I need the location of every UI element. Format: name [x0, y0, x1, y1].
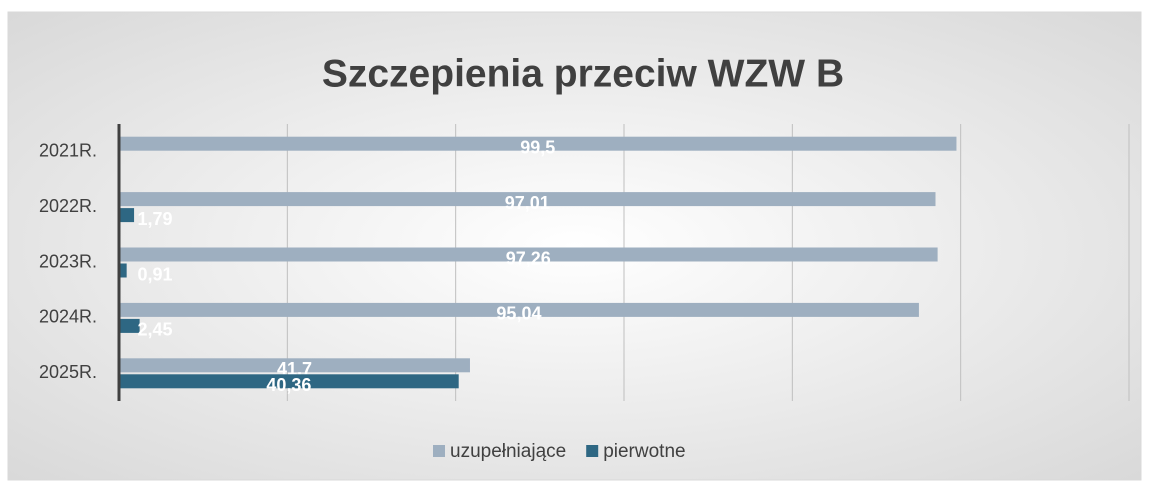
- legend-label: pierwotne: [603, 441, 685, 462]
- bar: [119, 263, 127, 278]
- y-tick-label: 2023R.: [39, 251, 97, 271]
- bar: [119, 358, 470, 373]
- data-label: 1,79: [137, 209, 172, 229]
- bar: [119, 136, 957, 151]
- bar: [119, 208, 135, 223]
- data-label: 99,5: [520, 137, 555, 157]
- y-tick-label: 2024R.: [39, 307, 97, 327]
- legend-label: uzupełniające: [450, 441, 566, 462]
- chart-title: Szczepienia przeciw WZW B: [322, 52, 844, 95]
- chart-area: [7, 11, 1142, 481]
- y-tick-label: 2025R.: [39, 362, 97, 382]
- data-label: 95,04: [496, 304, 541, 324]
- bar: [119, 374, 459, 389]
- bar: [119, 302, 919, 317]
- data-label: 97,01: [505, 193, 550, 213]
- data-label: 40,36: [266, 375, 311, 395]
- y-tick-label: 2022R.: [39, 196, 97, 216]
- legend-swatch: [586, 445, 599, 457]
- legend-swatch: [433, 445, 445, 457]
- data-label: 0,91: [137, 264, 172, 284]
- data-label: 41,7: [277, 359, 312, 379]
- bar: [119, 318, 140, 333]
- bar: [119, 192, 936, 207]
- data-label: 2,45: [137, 320, 172, 340]
- data-label: 97,26: [506, 248, 551, 268]
- y-tick-label: 2021R.: [39, 140, 97, 160]
- bar: [119, 247, 938, 262]
